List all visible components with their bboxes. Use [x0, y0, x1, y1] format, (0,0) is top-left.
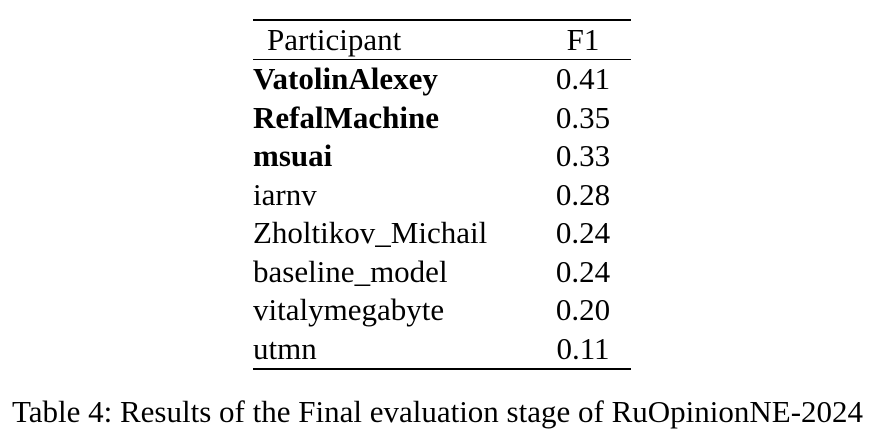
participant-cell: utmn	[253, 330, 317, 366]
f1-score-cell: 0.20	[555, 292, 611, 328]
participant-cell: iarnv	[253, 176, 317, 212]
table-row: VatolinAlexey 0.41	[253, 59, 631, 98]
f1-score-cell: 0.35	[555, 99, 611, 135]
f1-score-cell: 0.28	[555, 176, 611, 212]
results-table: Participant F1 VatolinAlexey 0.41 RefalM…	[253, 19, 631, 370]
table-row: msuai 0.33	[253, 137, 631, 176]
table-row: RefalMachine 0.35	[253, 98, 631, 137]
f1-score-cell: 0.24	[555, 215, 611, 251]
f1-score-cell: 0.11	[556, 330, 610, 366]
results-table-body: VatolinAlexey 0.41 RefalMachine 0.35 msu…	[253, 59, 631, 369]
results-table-header: Participant F1	[253, 20, 631, 60]
table-row: Zholtikov_Michail 0.24	[253, 214, 631, 253]
f1-score-cell: 0.33	[555, 138, 611, 174]
participant-cell: vitalymegabyte	[253, 292, 445, 328]
f1-score-cell: 0.24	[555, 253, 611, 289]
table-row: baseline_model 0.24	[253, 252, 631, 291]
table-row: utmn 0.11	[253, 329, 631, 369]
participant-cell: Zholtikov_Michail	[253, 215, 488, 251]
header-row: Participant F1	[253, 20, 631, 60]
participant-cell: msuai	[253, 138, 333, 174]
participant-cell: baseline_model	[253, 253, 448, 289]
column-header-participant: Participant	[253, 20, 535, 60]
participant-cell: VatolinAlexey	[253, 61, 438, 97]
f1-score-cell: 0.41	[555, 61, 611, 97]
table-row: iarnv 0.28	[253, 175, 631, 214]
column-header-f1: F1	[535, 20, 631, 60]
participant-cell: RefalMachine	[253, 99, 439, 135]
table-row: vitalymegabyte 0.20	[253, 291, 631, 330]
table-caption: Table 4: Results of the Final evaluation…	[11, 394, 864, 429]
